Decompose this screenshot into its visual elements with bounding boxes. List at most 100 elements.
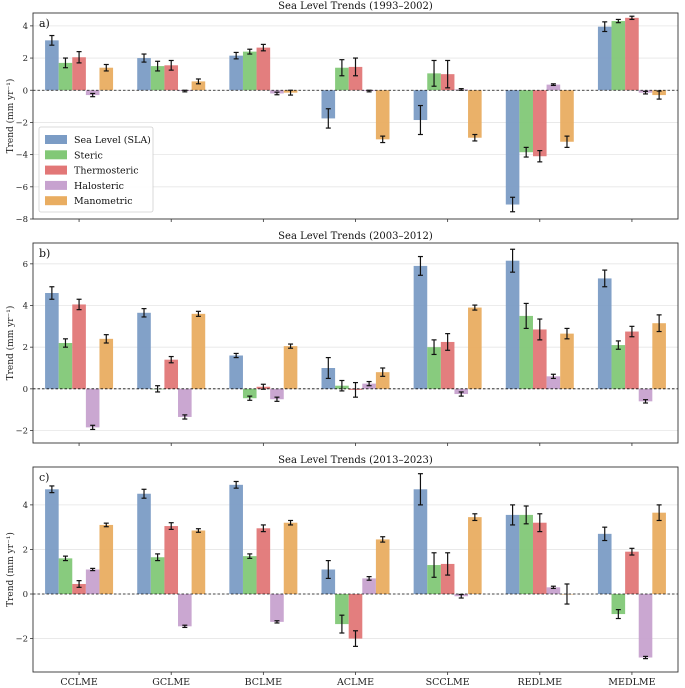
legend-entry: Thermosteric: [74, 166, 139, 177]
bar: [468, 90, 482, 138]
bar: [270, 388, 284, 400]
bar: [164, 65, 179, 91]
bar: [85, 569, 100, 595]
bar: [137, 312, 151, 389]
bar: [72, 304, 86, 389]
x-tick-label: CCLME: [60, 677, 98, 688]
bar: [638, 594, 653, 658]
bar: [229, 484, 243, 595]
y-tick-label: −2: [15, 118, 28, 128]
panel-label: c): [39, 471, 49, 484]
y-tick-label: −6: [15, 183, 28, 193]
bar: [242, 51, 257, 91]
bar: [468, 307, 482, 389]
y-tick-label: 2: [23, 54, 28, 64]
bar: [150, 557, 165, 595]
y-tick-label: −4: [15, 151, 28, 161]
y-tick-label: 0: [23, 86, 28, 96]
x-tick-label: BCLME: [245, 677, 282, 688]
bar: [375, 539, 390, 595]
bar: [546, 376, 561, 389]
y-tick-label: 6: [23, 260, 28, 270]
bar: [611, 21, 626, 91]
bar: [242, 556, 257, 595]
legend-swatch: [45, 180, 67, 190]
bar: [178, 594, 192, 627]
legend-swatch: [45, 196, 67, 206]
y-tick-label: 2: [23, 343, 28, 353]
legend-entry: Sea Level (SLA): [74, 135, 151, 146]
bar: [191, 81, 206, 91]
bar: [546, 587, 561, 595]
bar: [321, 569, 336, 595]
bar: [375, 90, 390, 140]
bar: [519, 315, 533, 389]
legend-box: [38, 126, 154, 213]
bar: [611, 345, 626, 389]
y-tick-label: 4: [23, 22, 28, 32]
bar: [375, 372, 390, 389]
bar: [191, 313, 206, 389]
bar: [229, 55, 243, 91]
legend-entry: Halosteric: [74, 181, 124, 192]
bar: [413, 489, 428, 595]
bar: [256, 528, 271, 595]
bar: [348, 594, 363, 639]
legend-entry: Manometric: [74, 196, 133, 207]
legend-swatch: [45, 135, 67, 144]
y-tick-label: −2: [15, 427, 28, 437]
bar: [137, 58, 151, 91]
legend: Sea Level (SLA) Steric Thermosteric Haloste…: [38, 126, 154, 213]
bar: [440, 563, 455, 595]
bar: [597, 26, 612, 91]
bar: [85, 90, 100, 96]
panel-label: b): [39, 247, 50, 260]
bar: [283, 522, 298, 595]
x-tick-label: GCLME: [152, 677, 190, 688]
bar: [625, 331, 639, 389]
bar: [45, 489, 59, 595]
x-tick-label: SCCLME: [426, 677, 470, 688]
y-tick-label: −8: [15, 215, 28, 225]
bar: [427, 347, 441, 389]
bar: [519, 514, 533, 595]
y-tick-label: 4: [23, 302, 28, 312]
bar: [597, 533, 612, 595]
y-tick-label: 0: [23, 590, 28, 600]
bar: [321, 90, 336, 119]
bar: [560, 333, 574, 389]
bar: [256, 47, 271, 91]
bar: [652, 323, 666, 389]
bar: [58, 343, 73, 389]
bar: [85, 388, 100, 428]
x-tick-label: ACLME: [336, 677, 374, 688]
panel-2: Sea Level Trends (2003–2012) −2 0 2 4 6 b) Tren…: [5, 231, 679, 446]
bar: [625, 17, 639, 91]
bar: [99, 524, 114, 595]
bar: [468, 517, 482, 595]
bar: [532, 329, 547, 389]
bar: [72, 583, 86, 595]
legend-entry: Steric: [74, 150, 103, 161]
bar: [229, 355, 243, 389]
bar: [440, 341, 455, 389]
y-axis-label: Trend (mm yr⁻¹): [5, 306, 16, 381]
panel-3: Sea Level Trends (2013–2023) −2 0 2 4 c) Trend…: [5, 455, 679, 675]
bar: [638, 388, 653, 402]
bar: [283, 346, 298, 389]
bar: [413, 265, 428, 389]
bar: [58, 62, 73, 91]
bar: [99, 67, 114, 91]
bar: [58, 558, 73, 595]
y-tick-label: 2: [23, 545, 28, 555]
bar: [362, 578, 376, 595]
bar: [242, 388, 257, 399]
bar: [348, 66, 363, 91]
y-axis-label: Trend (mm yr⁻¹): [5, 79, 16, 154]
panel-title: Sea Level Trends (2013–2023): [278, 455, 433, 466]
bar: [45, 40, 59, 91]
bar: [532, 90, 547, 157]
y-axis-label: Trend (mm yr⁻¹): [5, 532, 16, 607]
bar: [505, 514, 520, 595]
bar: [99, 338, 114, 389]
